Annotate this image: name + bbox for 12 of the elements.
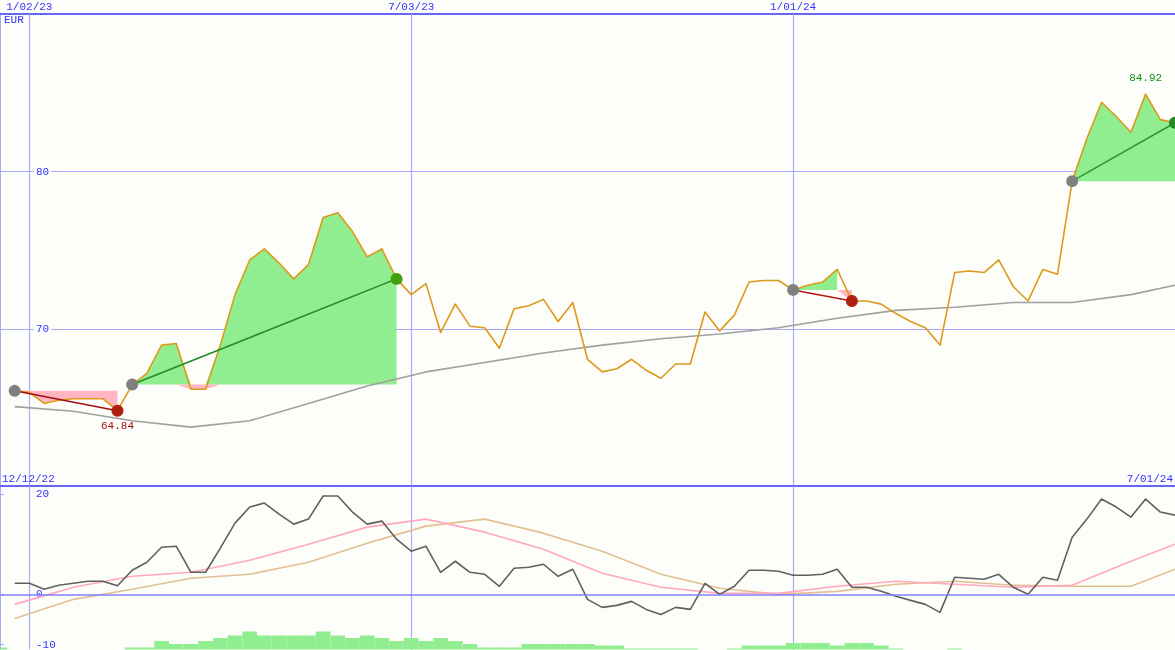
x-tick-label: 1/02/23 <box>6 0 53 13</box>
y-axis-title: EUR <box>4 13 25 26</box>
y-tick-label: 70 <box>36 323 50 336</box>
annotation: 12/12/22 <box>2 472 55 485</box>
x-tick-label: 1/01/24 <box>770 0 817 13</box>
y-tick-label: 20 <box>36 488 50 501</box>
y-tick-label: -10 <box>36 638 56 650</box>
annotation: 84.92 <box>1129 71 1163 84</box>
annotation: 64.84 <box>100 420 135 433</box>
y-tick-label: 80 <box>36 165 50 178</box>
annotation: 7/01/24 <box>1126 472 1174 485</box>
x-tick-label: 7/03/23 <box>388 0 435 13</box>
